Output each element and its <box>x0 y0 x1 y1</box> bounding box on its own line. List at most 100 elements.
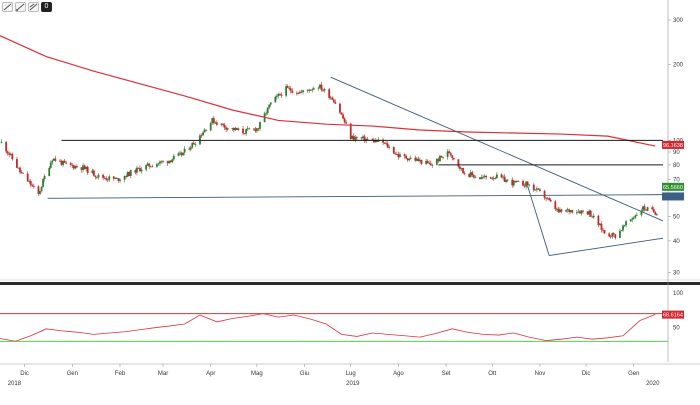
candle-body <box>535 188 538 190</box>
candle-body <box>243 133 246 135</box>
candle-body <box>180 152 183 156</box>
candle-body <box>234 127 237 131</box>
candle-body <box>582 210 584 212</box>
moving-average-line <box>0 35 656 147</box>
candle-body <box>220 123 223 125</box>
candle-body <box>134 170 137 173</box>
x-tick-label: Mar <box>158 371 168 377</box>
draw-line-icon <box>3 3 12 11</box>
candle-body <box>571 210 574 213</box>
candle-body <box>523 185 526 187</box>
candle-body <box>140 169 143 172</box>
candle-body <box>565 210 567 212</box>
candle-body <box>489 177 492 179</box>
candle-body <box>645 209 647 211</box>
candle-body <box>29 181 32 186</box>
candle-body <box>629 219 632 222</box>
y-tick-label: 70 <box>673 178 680 184</box>
candle-body <box>363 136 366 142</box>
candle-body <box>309 89 312 91</box>
rsi-price-tag <box>662 310 684 319</box>
candle-body <box>580 210 583 214</box>
candle-body <box>646 207 649 211</box>
candle-body <box>548 198 551 200</box>
toolbar-counter[interactable]: 0 <box>41 2 52 12</box>
candle-body <box>48 167 51 176</box>
candle-body <box>622 225 624 231</box>
candle-body <box>246 128 249 130</box>
candle-body <box>274 96 277 103</box>
candle-body <box>235 127 238 131</box>
candle-body <box>651 207 654 210</box>
candle-body <box>372 139 375 143</box>
candle-body <box>151 166 154 168</box>
candle-body <box>409 157 412 159</box>
candle-body <box>339 103 341 113</box>
candle-body <box>505 179 507 182</box>
candle-body <box>123 176 126 180</box>
candle-body <box>39 191 41 194</box>
draw-line-icon <box>29 3 38 11</box>
candle-body <box>483 175 486 177</box>
candle-body <box>91 170 94 173</box>
y-tick-label: 30 <box>673 270 680 276</box>
toolbar-tool-1[interactable] <box>2 2 13 12</box>
candle-body <box>323 89 326 91</box>
candle-body <box>371 139 374 141</box>
candle-body <box>479 177 481 180</box>
price-tag <box>662 192 684 201</box>
candle-body <box>355 137 358 139</box>
rsi-panel <box>0 313 668 342</box>
candle-body <box>425 160 428 164</box>
candle-body <box>597 215 600 226</box>
candle-body <box>526 181 529 186</box>
candle-body <box>435 159 438 165</box>
candle-body <box>172 155 175 160</box>
price-tag <box>662 182 684 191</box>
candle-body <box>52 158 55 161</box>
candle-body <box>480 177 483 180</box>
candle-body <box>395 153 398 155</box>
candle-body <box>485 175 487 178</box>
y-tick-label: 40 <box>673 239 680 245</box>
candle-body <box>200 135 203 137</box>
candle-body <box>37 186 40 194</box>
candle-body <box>545 197 547 199</box>
toolbar-tool-2[interactable] <box>15 2 26 12</box>
candle-body <box>539 189 541 191</box>
candle-body <box>534 189 537 191</box>
candle-body <box>114 178 117 180</box>
candle-body <box>492 178 495 179</box>
candle-body <box>94 175 97 177</box>
candle-body <box>222 123 224 125</box>
candle-body <box>375 140 378 142</box>
candle-body <box>160 161 163 163</box>
candle-body <box>429 163 432 166</box>
candle-body <box>495 174 498 178</box>
candle-body <box>345 122 348 124</box>
y-tick-label: 300 <box>673 18 684 24</box>
candle-body <box>532 184 535 191</box>
candle-body <box>319 84 321 88</box>
candle-body <box>62 160 64 165</box>
candle-body <box>557 208 560 213</box>
candle-body <box>92 170 95 176</box>
candle-body <box>119 179 121 181</box>
candle-body <box>86 166 89 173</box>
candle-body <box>543 190 546 198</box>
candle-body <box>342 114 344 119</box>
toolbar-tool-3[interactable] <box>28 2 39 12</box>
candle-body <box>575 212 578 214</box>
candle-body <box>19 167 21 173</box>
candle-body <box>159 161 161 164</box>
candle-body <box>588 210 591 215</box>
candle-body <box>642 206 644 211</box>
candle-body <box>28 181 31 182</box>
candle-body <box>149 166 152 168</box>
candle-body <box>514 180 517 182</box>
candle-body <box>202 132 204 136</box>
candle-body <box>188 148 191 150</box>
